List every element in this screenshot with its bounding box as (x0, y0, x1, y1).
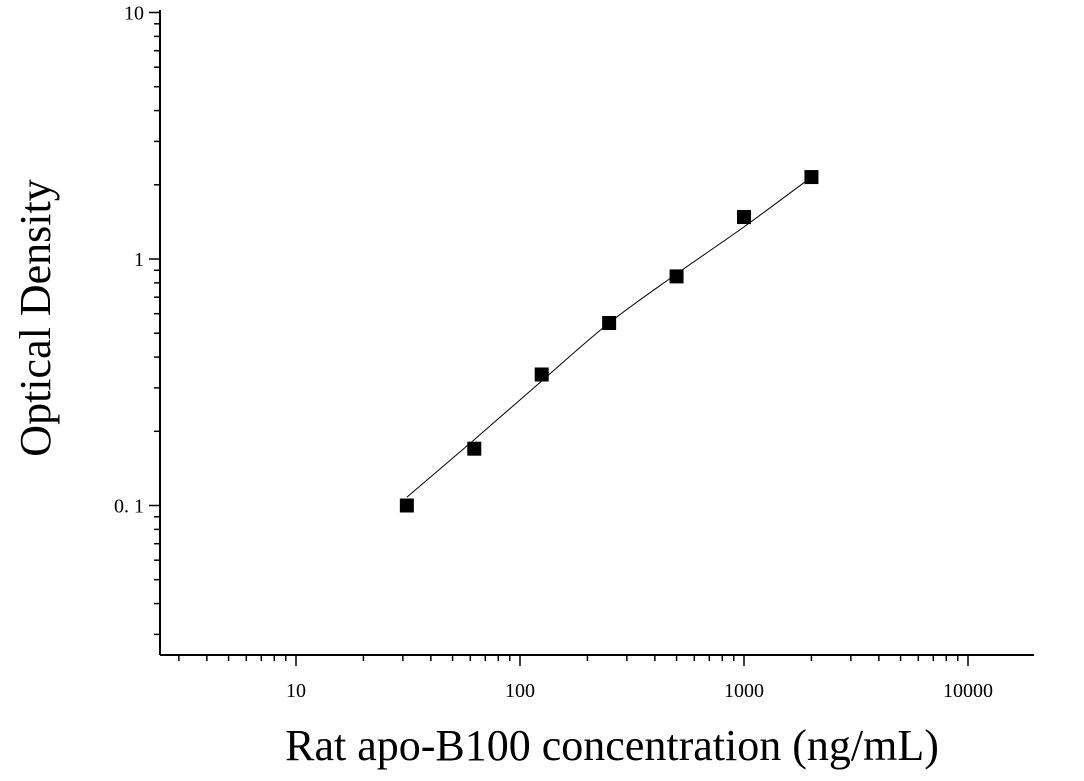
x-tick-label: 100 (505, 680, 535, 702)
x-tick-label: 10 (286, 680, 306, 702)
data-points-layer (399, 170, 819, 513)
data-point (534, 367, 549, 382)
data-point (399, 498, 414, 513)
axes (149, 10, 1034, 666)
y-tick-label: 0. 1 (114, 496, 144, 518)
x-tick-label: 10000 (943, 680, 993, 702)
data-point (669, 269, 684, 284)
y-tick-label: 1 (134, 249, 144, 271)
data-point (737, 210, 751, 225)
axis-labels: 10 100 1000 10000 0. 1 1 10 (114, 3, 993, 703)
y-tick-label: 10 (124, 3, 144, 25)
data-point (467, 441, 482, 456)
data-point (804, 170, 819, 185)
x-tick-label: 1000 (724, 680, 764, 702)
x-axis-title: Rat apo-B100 concentration (ng/mL) (285, 721, 939, 770)
data-point (602, 316, 617, 331)
y-axis-title: Optical Density (11, 179, 60, 456)
